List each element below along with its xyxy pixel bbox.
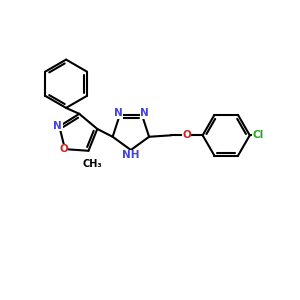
Text: NH: NH: [122, 150, 140, 160]
Text: O: O: [59, 144, 68, 154]
Text: N: N: [140, 108, 149, 118]
Text: O: O: [182, 130, 191, 140]
Text: N: N: [53, 121, 62, 131]
Text: Cl: Cl: [252, 130, 264, 140]
Text: N: N: [114, 108, 122, 118]
Text: CH₃: CH₃: [83, 159, 102, 169]
